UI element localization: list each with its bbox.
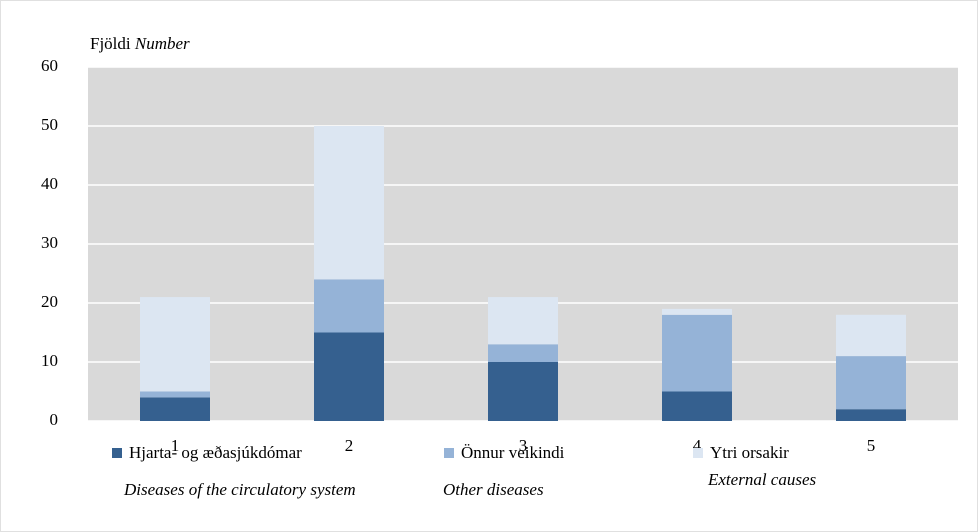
bar-segment <box>140 297 210 392</box>
x-tick-label: 5 <box>867 436 876 455</box>
legend-label-en: External causes <box>707 470 816 489</box>
y-tick-label: 0 <box>50 410 59 429</box>
legend-swatch <box>693 448 703 458</box>
x-tick-label: 1 <box>171 436 180 455</box>
bar-segment <box>836 409 906 421</box>
y-tick-label: 10 <box>41 351 58 370</box>
bar-segment <box>662 391 732 421</box>
x-tick-label: 3 <box>519 436 528 455</box>
y-tick-label: 50 <box>41 115 58 134</box>
y-tick-label: 20 <box>41 292 58 311</box>
legend-swatch <box>444 448 454 458</box>
bar-segment <box>488 362 558 421</box>
bar-segment <box>314 126 384 280</box>
legend-swatch <box>112 448 122 458</box>
y-tick-label: 30 <box>41 233 58 252</box>
bar-segment <box>662 308 732 315</box>
bar-segment <box>488 297 558 345</box>
legend-label-en: Diseases of the circulatory system <box>123 480 356 499</box>
bar-segment <box>314 279 384 333</box>
y-tick-label: 40 <box>41 174 58 193</box>
legend-label: Hjarta- og æðasjúkdómar <box>129 443 302 462</box>
y-axis-label: Fjöldi Number <box>90 34 190 53</box>
bar-segment <box>836 356 906 410</box>
bar-segment <box>662 314 732 392</box>
legend-label: Önnur veikindi <box>461 443 565 462</box>
bar-segment <box>140 397 210 421</box>
x-tick-label: 2 <box>345 436 354 455</box>
bar-segment <box>836 314 906 357</box>
legend-label: Ytri orsakir <box>710 443 789 462</box>
bar-segment <box>140 391 210 398</box>
y-tick-label: 60 <box>41 56 58 75</box>
legend-label-en: Other diseases <box>443 480 544 499</box>
bar-segment <box>314 332 384 421</box>
bar-segment <box>488 344 558 362</box>
x-tick-label: 4 <box>693 436 702 455</box>
